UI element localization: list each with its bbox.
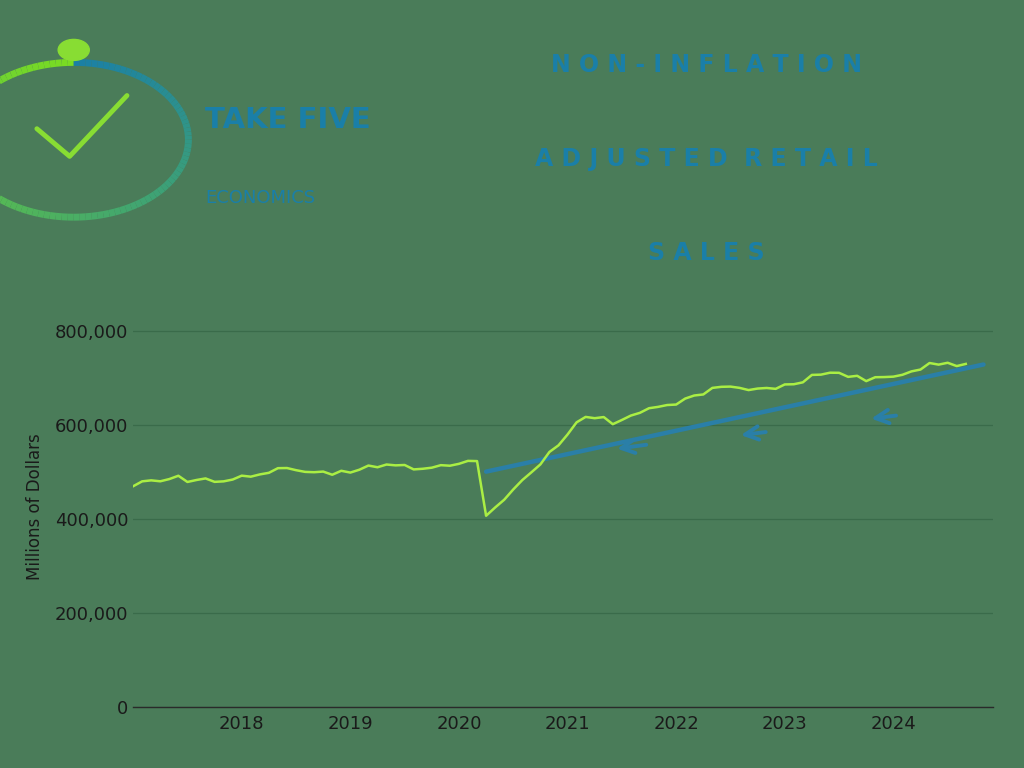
Text: N O N - I N F L A T I O N: N O N - I N F L A T I O N [551,53,862,77]
Text: A D J U S T E D  R E T A I L: A D J U S T E D R E T A I L [536,147,878,171]
Text: S A L E S: S A L E S [648,241,765,265]
Circle shape [58,39,89,61]
Text: ECONOMICS: ECONOMICS [205,189,315,207]
Text: TAKE FIVE: TAKE FIVE [205,107,371,134]
Y-axis label: Millions of Dollars: Millions of Dollars [26,433,44,581]
